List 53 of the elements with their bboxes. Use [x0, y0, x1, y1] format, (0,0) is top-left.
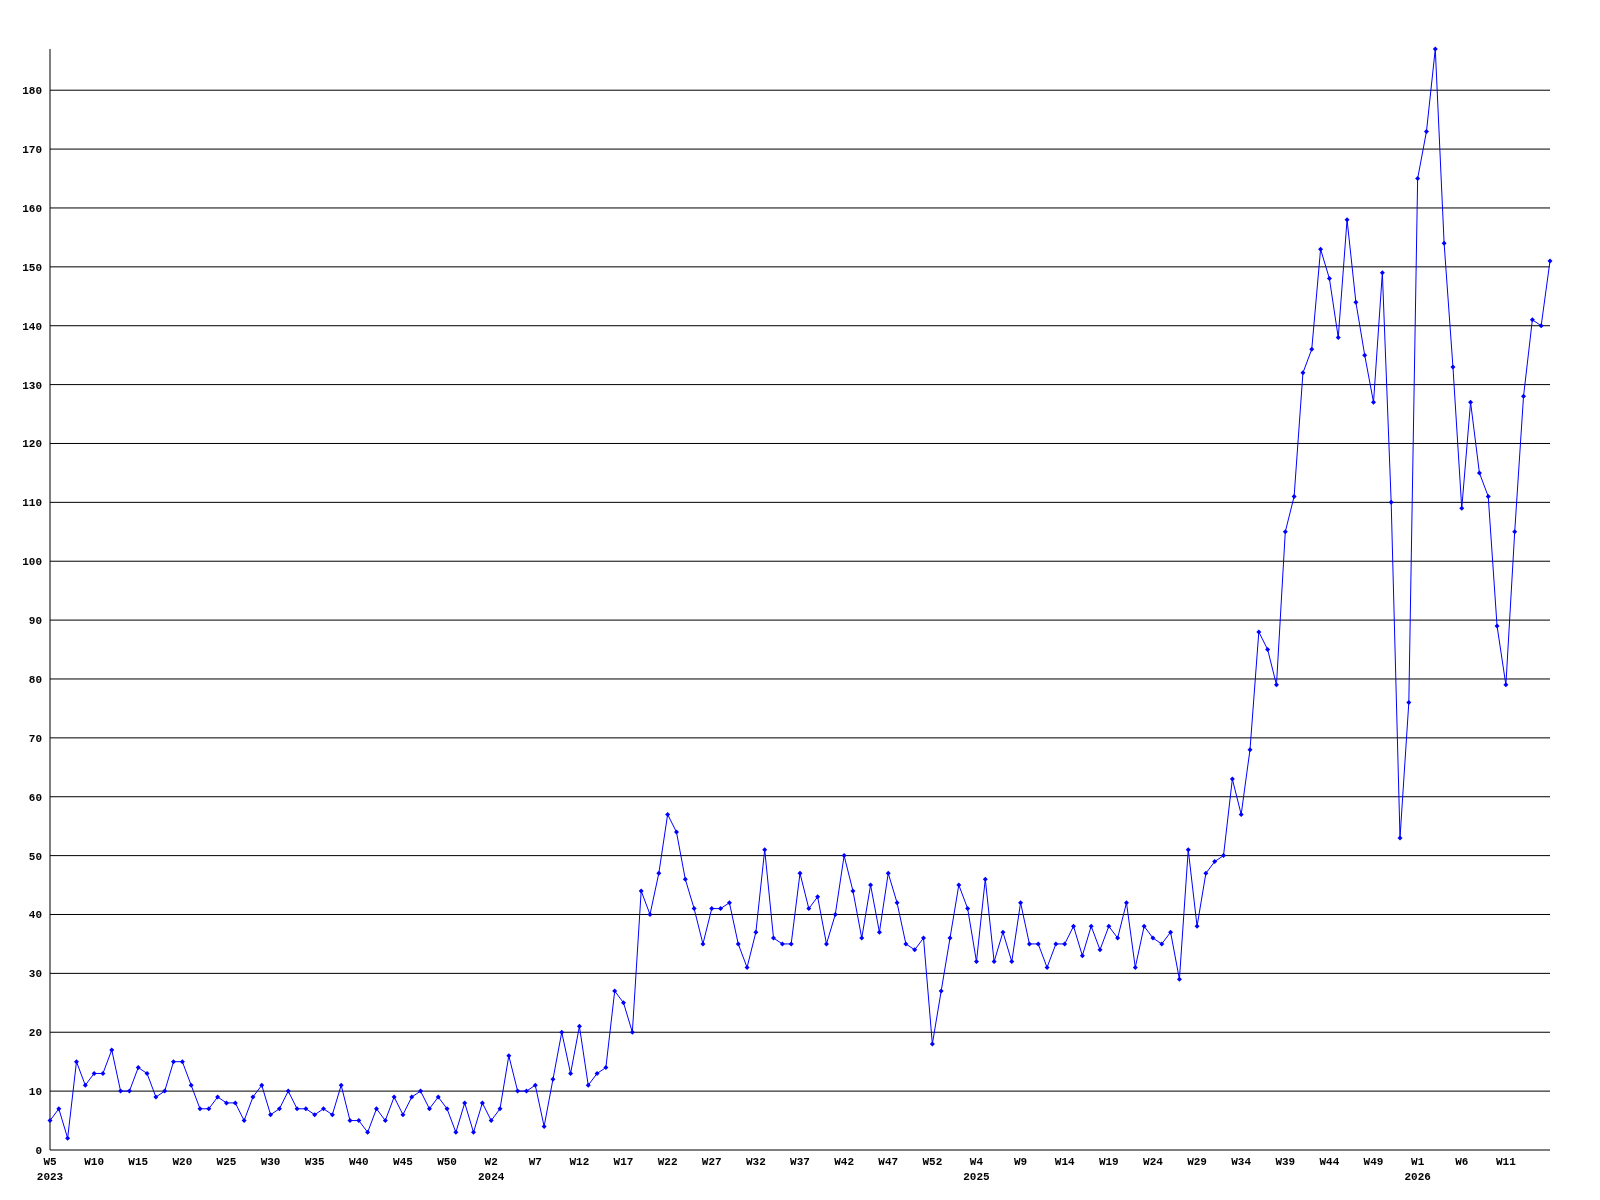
x-tick-label: W7 [528, 1156, 542, 1168]
x-tick-label: W14 [1054, 1156, 1075, 1168]
y-tick-label: 30 [28, 968, 42, 981]
y-tick-label: 90 [28, 615, 42, 628]
x-tick-label: W49 [1363, 1156, 1384, 1168]
x-tick-label: W20 [172, 1156, 193, 1168]
x-tick-label: W9 [1013, 1156, 1028, 1168]
x-tick-label: W5 2023 [36, 1156, 64, 1183]
x-tick-label: W17 [613, 1156, 634, 1168]
y-tick-label: 60 [28, 791, 42, 804]
x-tick-label: W2 2024 [477, 1156, 505, 1183]
x-tick-label: W29 [1187, 1156, 1207, 1168]
x-tick-label: W12 [569, 1156, 590, 1168]
x-tick-label: W47 [878, 1156, 899, 1168]
y-tick-label: 40 [28, 909, 42, 922]
x-tick-label: W37 [790, 1156, 810, 1168]
y-tick-label: 70 [28, 732, 42, 745]
x-tick-label: W4 2025 [963, 1156, 991, 1183]
x-tick-label: W6 [1455, 1156, 1469, 1168]
x-tick-label: W11 [1495, 1156, 1517, 1168]
x-tick-label: W1 2026 [1404, 1156, 1431, 1183]
x-tick-label: W27 [701, 1156, 722, 1168]
y-tick-label: 160 [22, 202, 42, 215]
y-tick-label: 10 [28, 1086, 42, 1099]
x-tick-label: W32 [745, 1156, 766, 1168]
x-tick-label: W44 [1319, 1156, 1340, 1168]
x-tick-label: W50 [437, 1156, 457, 1168]
y-tick-label: 50 [28, 850, 42, 863]
x-tick-label: W52 [922, 1156, 943, 1168]
x-tick-label: W40 [348, 1156, 369, 1168]
y-tick-label: 150 [22, 261, 42, 274]
y-tick-label: 140 [22, 320, 42, 333]
x-tick-label: W25 [216, 1156, 237, 1168]
y-tick-label: 100 [22, 556, 42, 569]
y-tick-label: 130 [22, 379, 42, 392]
x-tick-label: W19 [1098, 1156, 1119, 1168]
x-tick-label: W30 [260, 1156, 281, 1168]
x-tick-label: W45 [393, 1156, 414, 1168]
y-tick-label: 20 [28, 1027, 42, 1040]
y-tick-label: 180 [22, 85, 42, 98]
y-tick-label: 80 [28, 673, 42, 686]
y-tick-label: 170 [22, 144, 42, 157]
x-tick-label: W22 [657, 1156, 678, 1168]
x-tick-label: W15 [128, 1156, 149, 1168]
y-tick-label: 120 [22, 438, 42, 451]
x-tick-label: W10 [84, 1156, 105, 1168]
x-tick-label: W24 [1143, 1156, 1164, 1168]
x-tick-label: W34 [1231, 1156, 1252, 1168]
y-tick-label: 110 [22, 497, 42, 510]
x-tick-label: W42 [834, 1156, 855, 1168]
x-tick-label: W35 [304, 1156, 325, 1168]
y-tick-label: 0 [35, 1145, 42, 1157]
x-tick-label: W39 [1275, 1156, 1296, 1168]
